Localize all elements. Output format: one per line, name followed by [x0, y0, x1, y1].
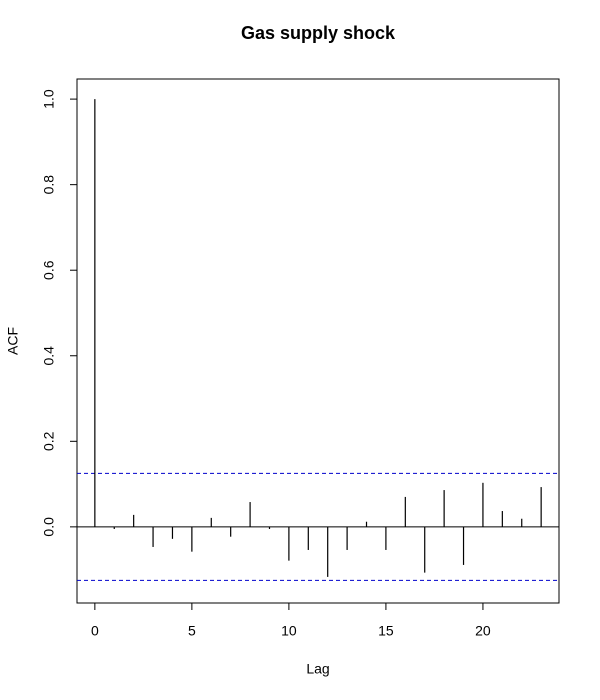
y-tick-label: 0.4 — [41, 346, 57, 366]
x-tick-label: 10 — [281, 623, 297, 639]
y-tick-label: 0.0 — [41, 517, 57, 537]
x-tick-label: 15 — [378, 623, 394, 639]
y-tick-label: 1.0 — [41, 89, 57, 109]
y-tick-label: 0.8 — [41, 175, 57, 195]
x-tick-label: 0 — [91, 623, 99, 639]
x-axis-label: Lag — [306, 661, 329, 677]
plot-frame — [76, 78, 560, 604]
y-tick-label: 0.6 — [41, 260, 57, 280]
x-tick-label: 20 — [475, 623, 491, 639]
y-axis-label: ACF — [5, 327, 21, 355]
chart-title: Gas supply shock — [241, 23, 396, 43]
y-tick-label: 0.2 — [41, 431, 57, 451]
x-tick-label: 5 — [188, 623, 196, 639]
